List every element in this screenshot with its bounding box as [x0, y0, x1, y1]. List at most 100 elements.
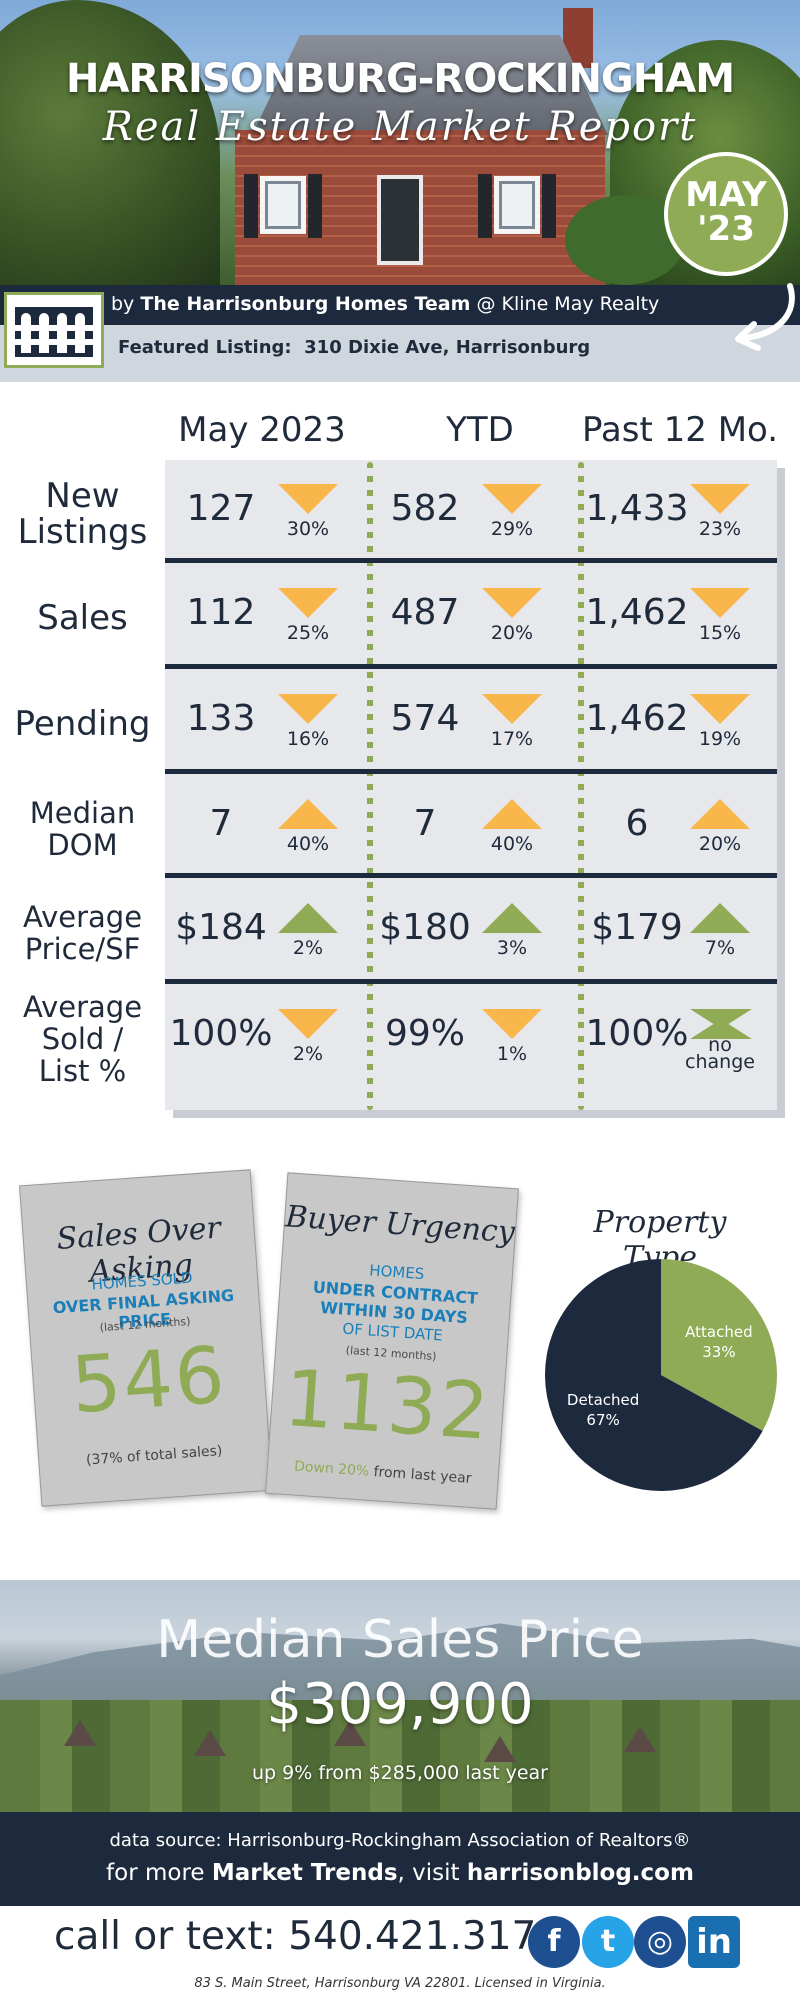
down-arrow-icon	[278, 484, 338, 514]
shutter	[244, 174, 258, 238]
down-arrow-icon	[482, 694, 542, 724]
house-door	[377, 175, 423, 265]
stat-change: no change	[685, 1034, 755, 1073]
stat-value: $184	[175, 907, 267, 948]
up-arrow-icon	[482, 903, 542, 933]
more-trends: for more Market Trends, visit harrisonbl…	[106, 1860, 694, 1886]
stat-change: 19%	[698, 728, 742, 750]
pie-label-percent: 33%	[702, 1343, 735, 1361]
down-arrow-icon	[278, 588, 338, 618]
landscape-banner	[0, 1580, 800, 1812]
stat-change: 20%	[490, 622, 534, 644]
stat-value: 1,433	[585, 488, 689, 529]
stat-change: 30%	[286, 518, 330, 540]
house-window	[494, 176, 540, 234]
hero-banner	[0, 0, 800, 285]
stat-value: 100%	[169, 1013, 273, 1054]
pie-slice-detached	[545, 1259, 763, 1491]
over-asking-count: 546	[68, 1330, 230, 1432]
house-roof	[252, 35, 608, 135]
featured-listing: Featured Listing: 310 Dixie Ave, Harriso…	[118, 337, 591, 358]
row-label: Median DOM	[29, 796, 136, 862]
down-arrow-icon	[482, 588, 542, 618]
stat-value: 127	[186, 488, 256, 529]
stat-value: 99%	[384, 1013, 465, 1054]
month-badge: MAY '23	[664, 152, 788, 276]
stat-value: 582	[390, 488, 460, 529]
stat-value: 6	[625, 803, 649, 844]
pie-label-category: Attached	[685, 1323, 752, 1341]
buyer-urgency-card: Buyer Urgency HOMES UNDER CONTRACT WITHI…	[265, 1172, 519, 1510]
down-arrow-icon	[278, 1009, 338, 1039]
byline: by The Harrisonburg Homes Team @ Kline M…	[111, 293, 660, 315]
pie-label-percent: 67%	[586, 1411, 619, 1429]
stat-change: 15%	[698, 622, 742, 644]
pie-slice-attached	[661, 1259, 777, 1431]
stat-change: 1%	[496, 1043, 528, 1065]
linkedin-icon[interactable]: in	[688, 1916, 740, 1968]
sales-over-asking-card: Sales Over Asking HOMES SOLD OVER FINAL …	[19, 1169, 273, 1507]
featured-address: 310 Dixie Ave, Harrisonburg	[304, 337, 591, 358]
column-divider	[578, 462, 584, 1110]
fence-logo-icon	[4, 292, 104, 368]
row-separator	[165, 664, 777, 669]
pie-label-category: Detached	[567, 1391, 639, 1409]
urgency-count: 1132	[281, 1353, 494, 1458]
stat-change: 25%	[286, 622, 330, 644]
shutter	[308, 174, 322, 238]
up-arrow-icon	[690, 799, 750, 829]
down-arrow-icon	[482, 1009, 542, 1039]
property-type-pie-chart: Attached 33% Detached 67%	[545, 1259, 777, 1491]
stat-change: 23%	[698, 518, 742, 540]
column-header-month: May 2023	[178, 410, 346, 450]
stat-value: 7	[209, 803, 233, 844]
row-separator	[165, 979, 777, 984]
stats-panel	[165, 460, 777, 1110]
stat-value: 133	[186, 698, 256, 739]
badge-month: MAY	[685, 175, 767, 215]
twitter-icon[interactable]: t	[582, 1916, 634, 1968]
median-price-title: Median Sales Price	[156, 1610, 644, 1670]
row-separator	[165, 558, 777, 563]
stat-value: 7	[413, 803, 437, 844]
row-label: Average Sold / List %	[22, 990, 143, 1088]
stat-change: 17%	[490, 728, 534, 750]
stat-change: 20%	[698, 833, 742, 855]
down-arrow-icon	[690, 484, 750, 514]
up-arrow-icon	[278, 903, 338, 933]
report-title: HARRISONBURG-ROCKINGHAM	[66, 56, 735, 102]
shutter	[478, 174, 492, 238]
row-label: Sales	[37, 598, 128, 638]
row-label: Pending	[14, 704, 151, 744]
featured-listing-bar: Featured Listing: 310 Dixie Ave, Harriso…	[0, 325, 800, 382]
card-title: Buyer Urgency	[284, 1199, 516, 1251]
stat-change: 16%	[286, 728, 330, 750]
median-price-value: $309,900	[266, 1672, 534, 1737]
stat-value: $180	[379, 907, 471, 948]
curved-arrow-icon	[735, 283, 795, 351]
stat-change: 3%	[496, 937, 528, 959]
facebook-icon[interactable]: f	[528, 1916, 580, 1968]
row-separator	[165, 873, 777, 878]
stat-value: 100%	[585, 1013, 689, 1054]
up-arrow-icon	[482, 799, 542, 829]
down-arrow-icon	[482, 484, 542, 514]
stat-value: 487	[390, 592, 460, 633]
house-window	[260, 176, 306, 234]
column-header-12mo: Past 12 Mo.	[581, 410, 779, 450]
field	[0, 1700, 800, 1812]
stat-value: 1,462	[585, 592, 689, 633]
stat-value: $179	[591, 907, 683, 948]
phone-number[interactable]: call or text: 540.421.3179	[54, 1914, 562, 1959]
stat-value: 574	[390, 698, 460, 739]
office-address: 83 S. Main Street, Harrisonburg VA 22801…	[194, 1976, 606, 1991]
instagram-icon[interactable]: ◎	[634, 1916, 686, 1968]
website-link[interactable]: harrisonblog.com	[466, 1860, 694, 1886]
up-arrow-icon	[690, 903, 750, 933]
row-label: Average Price/SF	[22, 900, 143, 966]
down-arrow-icon	[690, 588, 750, 618]
down-arrow-icon	[278, 694, 338, 724]
source-bar: data source: Harrisonburg-Rockingham Ass…	[0, 1812, 800, 1906]
up-arrow-icon	[278, 799, 338, 829]
stat-change: 7%	[704, 937, 736, 959]
